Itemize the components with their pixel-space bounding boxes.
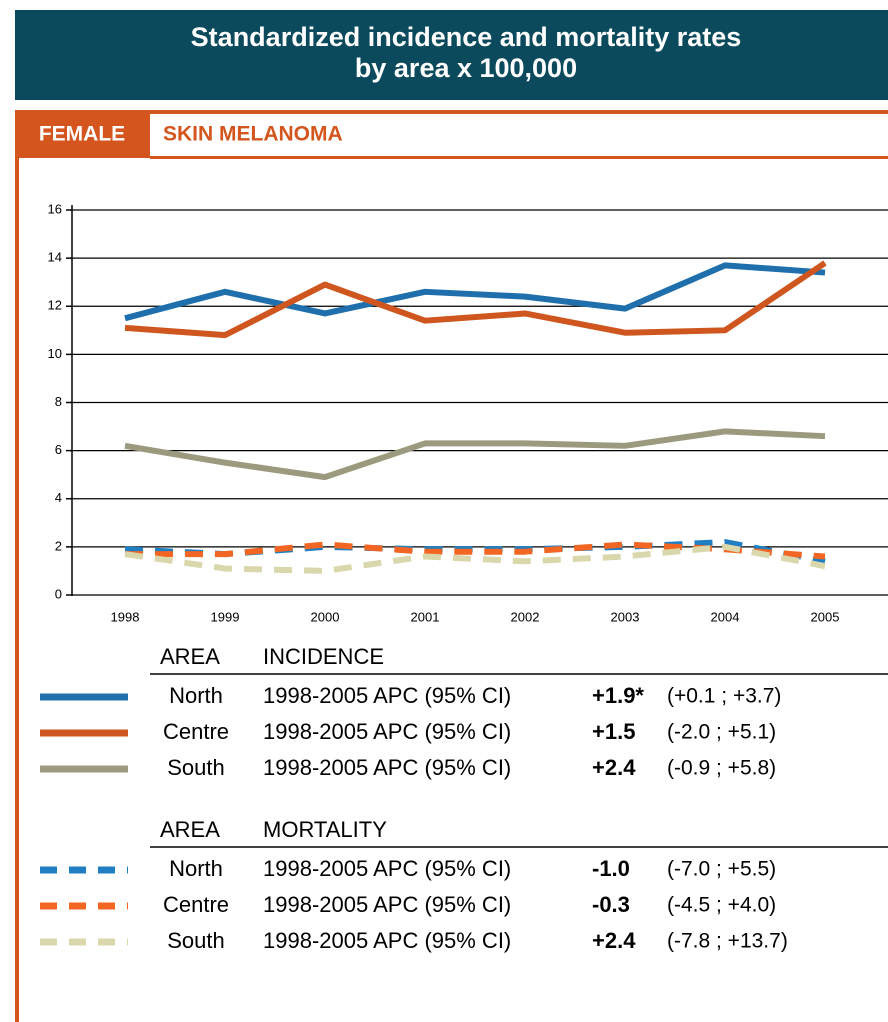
header-band	[15, 10, 888, 100]
x-tick-label: 2001	[411, 609, 440, 624]
apc-ci: (+0.1 ; +3.7)	[667, 685, 781, 708]
series-line	[124, 428, 826, 481]
apc-label: 1998-2005 APC (95% CI)	[263, 928, 511, 953]
legend-group-title: INCIDENCE	[263, 644, 384, 669]
sex-tab	[15, 112, 150, 158]
series-line	[124, 539, 826, 565]
series-line	[125, 541, 826, 560]
apc-value: +1.9*	[592, 683, 644, 708]
legend-group-title: MORTALITY	[263, 817, 387, 842]
apc-value: +2.4	[592, 928, 636, 953]
y-tick-label: 0	[55, 586, 62, 601]
apc-ci: (-4.5 ; +4.0)	[667, 894, 776, 917]
x-tick-label: 1998	[111, 609, 140, 624]
site-label: SKIN MELANOMA	[163, 123, 343, 146]
apc-label: 1998-2005 APC (95% CI)	[263, 856, 511, 881]
legend-area-header: AREA	[160, 644, 220, 669]
legend-name: Centre	[163, 719, 229, 744]
series-line	[124, 543, 826, 574]
y-tick-label: 10	[48, 346, 62, 361]
x-tick-label: 2004	[711, 609, 740, 624]
sex-label: FEMALE	[39, 123, 125, 146]
apc-value: +2.4	[592, 755, 636, 780]
legend-area-header: AREA	[160, 817, 220, 842]
y-tick-label: 6	[55, 442, 62, 457]
apc-ci: (-7.8 ; +13.7)	[667, 930, 788, 953]
apc-value: +1.5	[592, 719, 635, 744]
apc-label: 1998-2005 APC (95% CI)	[263, 683, 511, 708]
apc-label: 1998-2005 APC (95% CI)	[263, 755, 511, 780]
apc-label: 1998-2005 APC (95% CI)	[263, 892, 511, 917]
rule	[15, 110, 888, 114]
series-line	[124, 262, 826, 322]
series-line	[124, 260, 827, 339]
legend-name: North	[169, 683, 223, 708]
x-tick-label: 1999	[211, 609, 240, 624]
apc-value: -0.3	[592, 892, 630, 917]
legend-name: Centre	[163, 892, 229, 917]
y-tick-label: 16	[48, 201, 62, 216]
y-tick-label: 4	[55, 490, 62, 505]
legend-name: South	[167, 755, 225, 780]
apc-ci: (-0.9 ; +5.8)	[667, 757, 776, 780]
x-tick-label: 2000	[311, 609, 340, 624]
apc-value: -1.0	[592, 856, 630, 881]
x-tick-label: 2003	[611, 609, 640, 624]
title-line: by area x 100,000	[355, 53, 577, 83]
rule	[150, 156, 888, 159]
title-line: Standardized incidence and mortality rat…	[191, 22, 742, 52]
legend-name: North	[169, 856, 223, 881]
x-tick-label: 2005	[811, 609, 840, 624]
apc-ci: (-7.0 ; +5.5)	[667, 858, 776, 881]
y-tick-label: 12	[48, 298, 62, 313]
y-tick-label: 2	[55, 538, 62, 553]
apc-ci: (-2.0 ; +5.1)	[667, 721, 776, 744]
x-tick-label: 2002	[511, 609, 540, 624]
rule	[15, 112, 19, 1022]
apc-label: 1998-2005 APC (95% CI)	[263, 719, 511, 744]
legend-name: South	[167, 928, 225, 953]
y-tick-label: 8	[55, 394, 62, 409]
y-tick-label: 14	[48, 250, 62, 265]
